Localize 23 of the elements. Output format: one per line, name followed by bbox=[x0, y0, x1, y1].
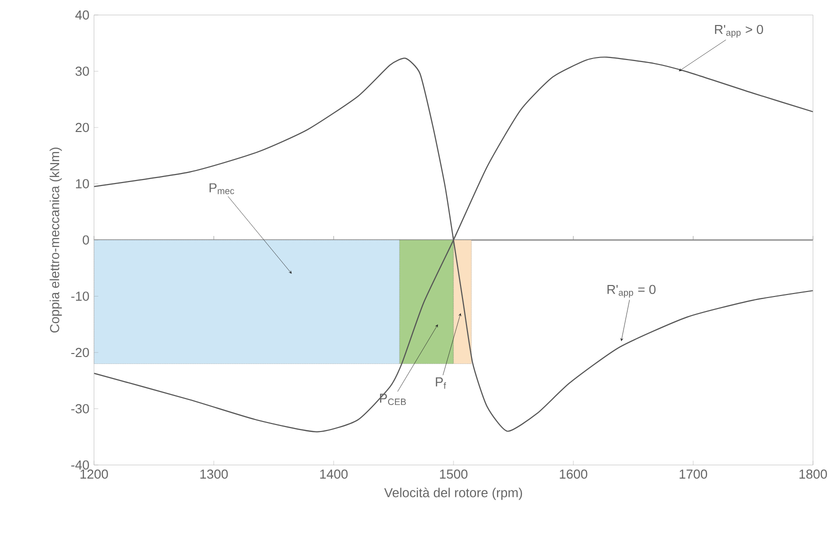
y-tick-label: -10 bbox=[71, 292, 89, 301]
y-tick-label: 0 bbox=[82, 235, 89, 245]
y-tick-label: 20 bbox=[76, 122, 89, 132]
annotation: P$_{CEB}$ bbox=[380, 394, 406, 405]
x-tick-label: 1400 bbox=[320, 470, 348, 479]
annotation: R'$_{app}$ > 0 bbox=[715, 24, 764, 38]
annotation: P$_{f}$ bbox=[436, 377, 446, 389]
annotation: P$_{mec}$ bbox=[210, 183, 234, 194]
x-tick-label: 1800 bbox=[800, 470, 827, 479]
x-tick-label: 1700 bbox=[680, 470, 708, 479]
x-tick-label: 1300 bbox=[200, 470, 228, 479]
y-tick-label: 30 bbox=[76, 66, 89, 76]
annotation: R'$_{app}$ = 0 bbox=[608, 284, 656, 298]
x-axis-title: Velocità del rotore (rpm) bbox=[384, 488, 522, 500]
y-tick-label: 40 bbox=[75, 10, 89, 20]
y-tick-label: -20 bbox=[71, 348, 89, 358]
x-tick-label: 1200 bbox=[80, 470, 108, 479]
y-tick-label: 10 bbox=[76, 179, 89, 188]
x-tick-label: 1500 bbox=[440, 470, 468, 479]
y-tick-label: -40 bbox=[71, 460, 89, 470]
y-tick-label: -30 bbox=[71, 404, 89, 414]
x-tick-label: 1600 bbox=[560, 470, 588, 479]
y-axis-title: Coppia elettro-meccanica (kNm) bbox=[50, 148, 62, 333]
